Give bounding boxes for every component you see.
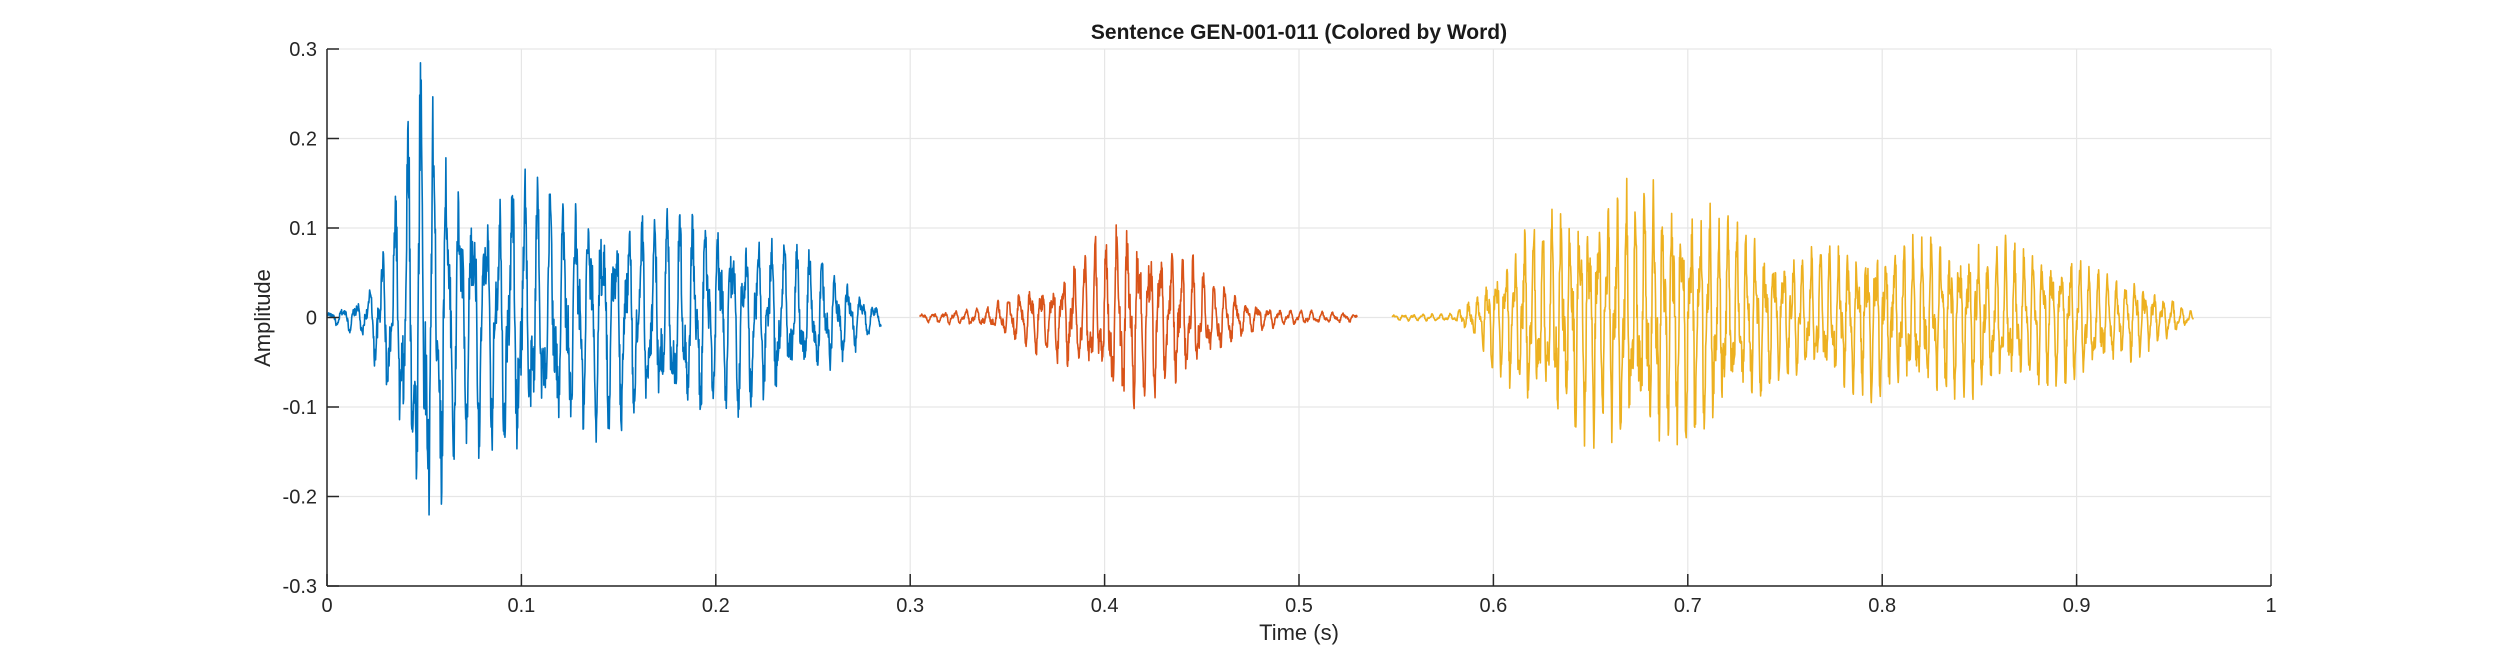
y-axis-label: Amplitude bbox=[250, 269, 275, 367]
x-tick-label: 0 bbox=[321, 595, 332, 617]
series-layer bbox=[326, 61, 2194, 516]
x-tick-label: 1 bbox=[2265, 595, 2276, 617]
y-tick-label: 0.2 bbox=[289, 129, 317, 151]
y-tick-label: 0 bbox=[306, 308, 317, 330]
waveform-series-3 bbox=[1391, 177, 2194, 449]
y-tick-label: -0.1 bbox=[283, 397, 317, 419]
x-tick-label: 0.1 bbox=[507, 595, 535, 617]
waveform-series-2 bbox=[919, 224, 1358, 410]
chart-title: Sentence GEN-001-011 (Colored by Word) bbox=[1091, 21, 1507, 44]
x-axis-label: Time (s) bbox=[1259, 620, 1339, 645]
x-tick-label: 0.9 bbox=[2063, 595, 2091, 617]
y-tick-label: -0.2 bbox=[283, 487, 317, 509]
x-tick-label: 0.6 bbox=[1479, 595, 1507, 617]
x-tick-label: 0.8 bbox=[1868, 595, 1896, 617]
waveform-series-1 bbox=[326, 61, 882, 516]
y-tick-label: -0.3 bbox=[283, 576, 317, 598]
y-tick-label: 0.3 bbox=[289, 39, 317, 61]
x-tick-label: 0.2 bbox=[702, 595, 730, 617]
x-tick-label: 0.3 bbox=[896, 595, 924, 617]
x-tick-label: 0.4 bbox=[1091, 595, 1119, 617]
tick-labels: 0 0.1 0.2 0.3 0.4 0.5 0.6 0.7 0.8 0.9 10.30.20.10-… bbox=[283, 39, 2277, 617]
x-tick-label: 0.7 bbox=[1674, 595, 1702, 617]
axes bbox=[326, 48, 2272, 587]
x-tick-label: 0.5 bbox=[1285, 595, 1313, 617]
y-tick-label: 0.1 bbox=[289, 218, 317, 240]
